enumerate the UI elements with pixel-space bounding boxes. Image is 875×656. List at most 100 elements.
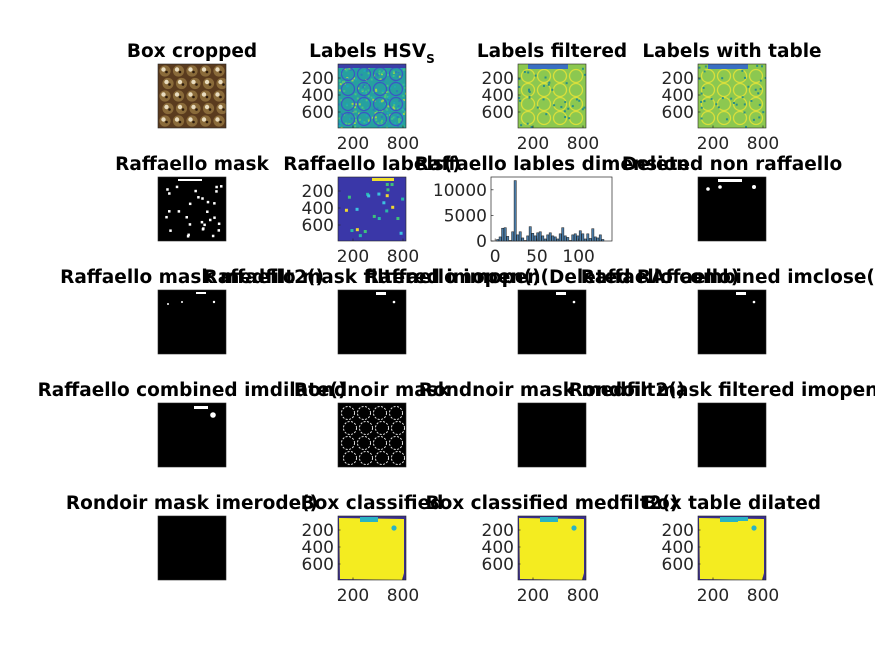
histogram-bar [571,234,575,242]
panel-image [338,516,406,580]
panel-title: Deleted non raffaello [622,154,842,175]
histogram-bar [531,233,535,242]
y-tick-label: 10000 [433,181,487,201]
histogram-bar [588,238,592,242]
histogram-bar [538,231,542,242]
histogram-bar [598,234,602,242]
histogram-bar [596,237,600,242]
x-tick-label: 800 [567,586,599,606]
y-tick-label: 200 [662,69,694,89]
panel-frame [697,176,767,242]
histogram-bar [501,227,505,242]
histogram-bar [526,235,530,242]
y-tick-label: 600 [662,555,694,575]
panel-frame [337,63,407,129]
histogram-bar [558,233,562,242]
histogram-bar [601,239,605,242]
panel-title: Box classified [301,493,444,514]
y-tick-label: 5000 [444,206,487,226]
panel-image [338,177,406,241]
histogram-bar [578,230,582,242]
panel-title-text: Rondnoir mask [294,380,451,401]
y-tick-label: 600 [302,216,334,236]
panel-title: Labels HSVS [309,41,435,66]
panel-image [158,64,226,128]
panel-image [518,64,586,128]
histogram-bar [548,232,552,242]
panel-frame [697,402,767,468]
y-tick-label: 200 [302,521,334,541]
panel-title: Box table dilated [643,493,821,514]
histogram-bar [511,231,515,242]
histogram-bar [543,238,547,242]
x-tick-label: 200 [337,586,369,606]
panel-title: Raffaello mask [115,154,269,175]
panel-raffaello-lables-dimension: 0 50 100 0 5000 10000 Raffaello lables dimensi… [415,154,690,267]
panel-image [338,290,406,354]
panel-frame [517,289,587,355]
panel-image [338,64,406,128]
histogram-bar [566,237,570,242]
panel-frame [337,402,407,468]
panel-raffaello-combined-imclose: Raffaello combined imclose() [581,267,875,355]
y-tick-label: 200 [662,521,694,541]
x-tick-label: 800 [567,134,599,154]
panel-frame [337,515,407,581]
x-tick-label: 200 [337,134,369,154]
panel-title: Rondoir mask filtered imopen() [569,380,875,401]
histogram-bar [561,227,565,242]
y-tick-label: 400 [302,538,334,558]
panel-title-text: Box classified medfilt2() [425,493,678,514]
panel-frame [157,515,227,581]
panel-title-text: Raffaello imopen(Deleted RAffaello) [365,267,740,288]
panel-frame [697,63,767,129]
panel-image [698,64,766,128]
panel-title: Raffaello mask filtered imopen() [203,267,540,288]
x-tick-label: 50 [526,247,548,267]
x-tick-label: 200 [517,586,549,606]
y-tick-label: 0 [476,232,487,252]
x-tick-label: 200 [517,134,549,154]
y-tick-label: 200 [482,69,514,89]
panel-title-text: Raffaello lables dimension [415,154,690,175]
y-tick-label: 600 [662,103,694,123]
y-tick-label: 200 [302,69,334,89]
panel-title-subscript: S [426,52,435,66]
panel-box-cropped: Box cropped [127,41,257,129]
histogram-bar [498,236,502,242]
panel-frame [517,515,587,581]
x-tick-label: 800 [747,586,779,606]
y-tick-label: 600 [302,555,334,575]
panel-frame [337,176,407,242]
histogram-bar [546,234,550,242]
histogram-bar [518,231,522,242]
y-tick-label: 400 [662,86,694,106]
histogram-bar [508,240,512,242]
panel-image [338,403,406,467]
histogram-bar [506,236,510,242]
x-tick-label: 200 [337,247,369,267]
histogram-bar [523,240,527,242]
histogram-bar [556,238,560,242]
panel-title: Box classified medfilt2() [425,493,678,514]
panel-title-text: Deleted non raffaello [622,154,842,175]
panel-title: Raffaello lables dimension [415,154,690,175]
panel-frame [517,402,587,468]
histogram-bar [586,233,590,242]
panel-rondoir-mask-imerode: Rondoir mask imerode() [66,493,318,581]
histogram-bar [513,180,517,242]
x-tick-label: 200 [697,134,729,154]
histogram-bar [573,233,577,242]
y-tick-label: 400 [302,199,334,219]
panel-title-text: Rondoir mask filtered imopen() [569,380,875,401]
x-tick-label: 0 [490,247,501,267]
panel-rondnoir-mask-medfilt2: Rondnoir mask medfilt2() [419,380,685,468]
histogram-bar [563,235,567,242]
panel-image [158,403,226,467]
panel-title-text: Box classified [301,493,444,514]
panel-image [158,290,226,354]
